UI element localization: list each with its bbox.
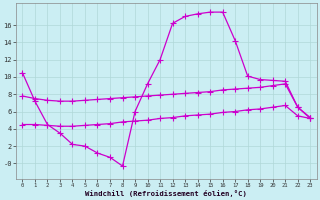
X-axis label: Windchill (Refroidissement éolien,°C): Windchill (Refroidissement éolien,°C) — [85, 190, 247, 197]
